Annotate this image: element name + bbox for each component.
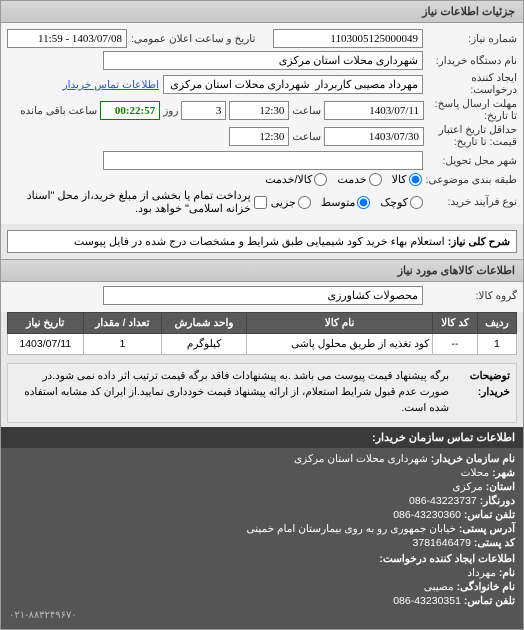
radio-khadamat-input[interactable] [369,173,382,186]
cell-row: 1 [477,334,516,355]
addr-label: آدرس پستی: [459,523,515,535]
phone-value: 43230360-086 [393,509,461,521]
cell-date: 1403/07/11 [8,334,84,355]
name-value: مهرداد [467,567,496,579]
radio-kala-khadamat-input[interactable] [314,173,327,186]
col-row: ردیف [477,313,516,334]
panel-title: جزئیات اطلاعات نیاز [1,1,523,23]
pub-datetime-label: تاریخ و ساعت اعلان عمومی: [131,33,255,45]
device-name-label: نام دستگاه خریدار: [427,55,517,67]
fax-value: 43223737-086 [409,495,477,507]
days-input[interactable] [181,101,226,120]
description-box: شرح کلی نیاز: استعلام بهاء خرید کود شیمی… [7,230,517,253]
remaining-label: ساعت باقی مانده [20,105,97,117]
radio-kala[interactable]: کالا [392,173,422,186]
addr-value: خیابان جمهوری رو به روی بیمارستان امام خ… [246,523,455,535]
payment-check[interactable]: پرداخت تمام یا بخشی از مبلغ خرید،از محل … [7,189,267,215]
footer-phone: ۰۲۱-۸۸۳۲۴۹۶۷۰ [9,610,515,621]
radio-jozi-input[interactable] [298,196,311,209]
post-label: کد پستی: [474,537,515,549]
goods-group-label: گروه کالا: [427,290,517,302]
cell-qty: 1 [83,334,162,355]
goods-section-title: اطلاعات کالاهای مورد نیاز [1,259,523,282]
col-code: کد کالا [433,313,477,334]
city-label: شهر محل تحویل: [427,155,517,167]
details-panel: جزئیات اطلاعات نیاز شماره نیاز: تاریخ و … [0,0,524,630]
col-qty: تعداد / مقدار [83,313,162,334]
radio-kuchak[interactable]: کوچک [380,196,423,209]
deadline-time-input[interactable] [229,101,289,120]
subject-radio-group: کالا خدمت کالا/خدمت [265,173,421,186]
org-value: شهرداری محلات استان مرکزی [294,453,428,465]
size-radio-group: کوچک متوسط جزیی [271,196,423,209]
deadline-date-input[interactable] [324,101,424,120]
validity-time-input[interactable] [229,127,289,146]
radio-khadamat[interactable]: خدمت [337,173,381,186]
col-unit: واحد شمارش [162,313,247,334]
desc-text: استعلام بهاء خرید کود شیمیایی طبق شرایط … [74,236,445,248]
goods-group-input[interactable] [103,286,423,305]
radio-kala-input[interactable] [409,173,422,186]
cell-name: کود تغذیه از طریق محلول پاشی [246,334,432,355]
radio-jozi[interactable]: جزیی [271,196,311,209]
contact-city-label: شهر: [492,467,515,479]
buyer-note-box: توضیحات خریدار: برگه پیشنهاد قیمت پیوست … [7,363,517,422]
time-label-2: ساعت [292,131,321,143]
phone2-value: 43230351-086 [393,595,461,607]
province-label: استان: [486,481,515,493]
need-no-label: شماره نیاز: [427,33,517,45]
validity-date-input[interactable] [324,127,424,146]
org-label: نام سازمان خریدار: [431,453,515,465]
form-section: شماره نیاز: تاریخ و ساعت اعلان عمومی: نا… [1,23,523,224]
creator-input[interactable] [163,75,423,94]
note-text: برگه پیشنهاد قیمت پیوست می باشد .به پیشن… [14,369,449,416]
name-label: نام: [499,567,515,579]
device-name-input[interactable] [103,51,423,70]
family-label: نام خانوادگی: [457,581,515,593]
note-label: توضیحات خریدار: [455,369,510,416]
time-label-1: ساعت [292,105,321,117]
phone2-label: تلفن تماس: [464,595,515,607]
table-row: 1 -- کود تغذیه از طریق محلول پاشی کیلوگر… [8,334,517,355]
cell-code: -- [433,334,477,355]
contact-title: اطلاعات تماس سازمان خریدار: [1,427,523,448]
radio-motevaset-input[interactable] [357,196,370,209]
contact-block: اطلاعات تماس سازمان خریدار: نام سازمان خ… [1,427,523,629]
post-value: 3781646479 [413,537,471,549]
contact-link[interactable]: اطلاعات تماس خریدار [63,79,159,91]
remaining-time [100,101,160,120]
payment-checkbox-input[interactable] [254,196,267,209]
goods-table: ردیف کد کالا نام کالا واحد شمارش تعداد /… [7,312,517,355]
fax-label: دورنگار: [480,495,515,507]
col-name: نام کالا [246,313,432,334]
radio-kuchak-input[interactable] [410,196,423,209]
province-value: مرکزی [452,481,482,493]
validity-label: حداقل تاریخ اعتبار قیمت: تا تاریخ: [427,125,517,148]
need-no-input[interactable] [273,29,423,48]
req-creator-title: اطلاعات ایجاد کننده درخواست: [9,553,515,565]
group-label: طبقه بندی موضوعی: [426,174,517,186]
cell-unit: کیلوگرم [162,334,247,355]
city-input[interactable] [103,151,423,170]
family-value: مصیبی [424,581,454,593]
creator-label: ایجاد کننده درخواست: [427,73,517,96]
radio-motevaset[interactable]: متوسط [321,196,371,209]
contact-city-value: محلات [461,467,490,479]
pub-datetime-input[interactable] [7,29,127,48]
deadline-label: مهلت ارسال پاسخ: تا تاریخ: [427,99,517,122]
phone-label: تلفن تماس: [464,509,515,521]
day-label: روز [163,105,178,117]
desc-label: شرح کلی نیاز: [448,236,510,248]
radio-kala-khadamat[interactable]: کالا/خدمت [265,173,327,186]
size-label: نوع فرآیند خرید: [427,196,517,208]
col-date: تاریخ نیاز [8,313,84,334]
